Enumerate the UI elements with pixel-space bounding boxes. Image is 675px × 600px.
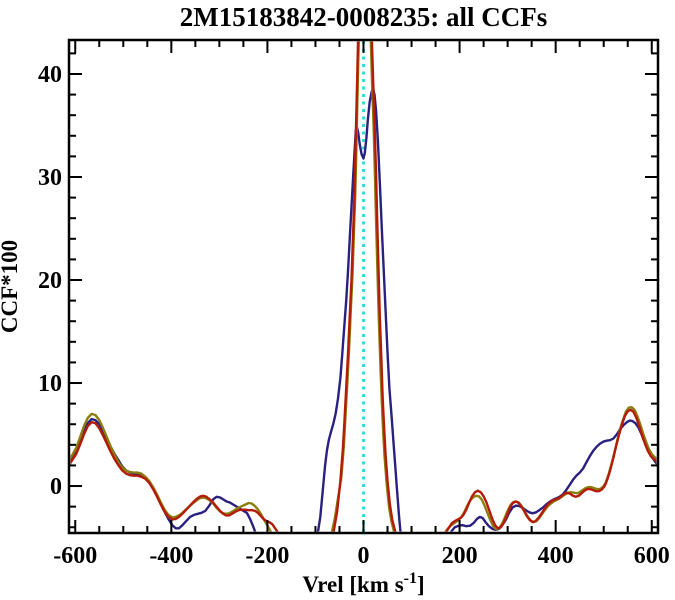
x-tick-label: 0 — [358, 543, 370, 569]
plot-title: 2M15183842-0008235: all CCFs — [179, 2, 548, 32]
ccf-curve-red — [70, 41, 657, 532]
x-tick-label: -400 — [149, 543, 193, 569]
y-tick-label: 40 — [38, 62, 62, 88]
x-tick-label: 600 — [634, 543, 670, 569]
ccf-curve-navy — [70, 88, 657, 532]
y-tick-label: 20 — [38, 268, 62, 294]
x-tick-label: 200 — [442, 543, 478, 569]
x-tick-label: 400 — [538, 543, 574, 569]
y-tick-label: 0 — [50, 474, 62, 500]
y-tick-label: 10 — [38, 371, 62, 397]
y-tick-label: 30 — [38, 165, 62, 191]
y-axis-label: CCF*100 — [0, 240, 22, 333]
plot-frame — [67, 38, 660, 535]
x-tick-label: -200 — [245, 543, 289, 569]
x-axis-label: Vrel [km s-1] — [302, 570, 424, 597]
x-tick-label: -600 — [53, 543, 97, 569]
